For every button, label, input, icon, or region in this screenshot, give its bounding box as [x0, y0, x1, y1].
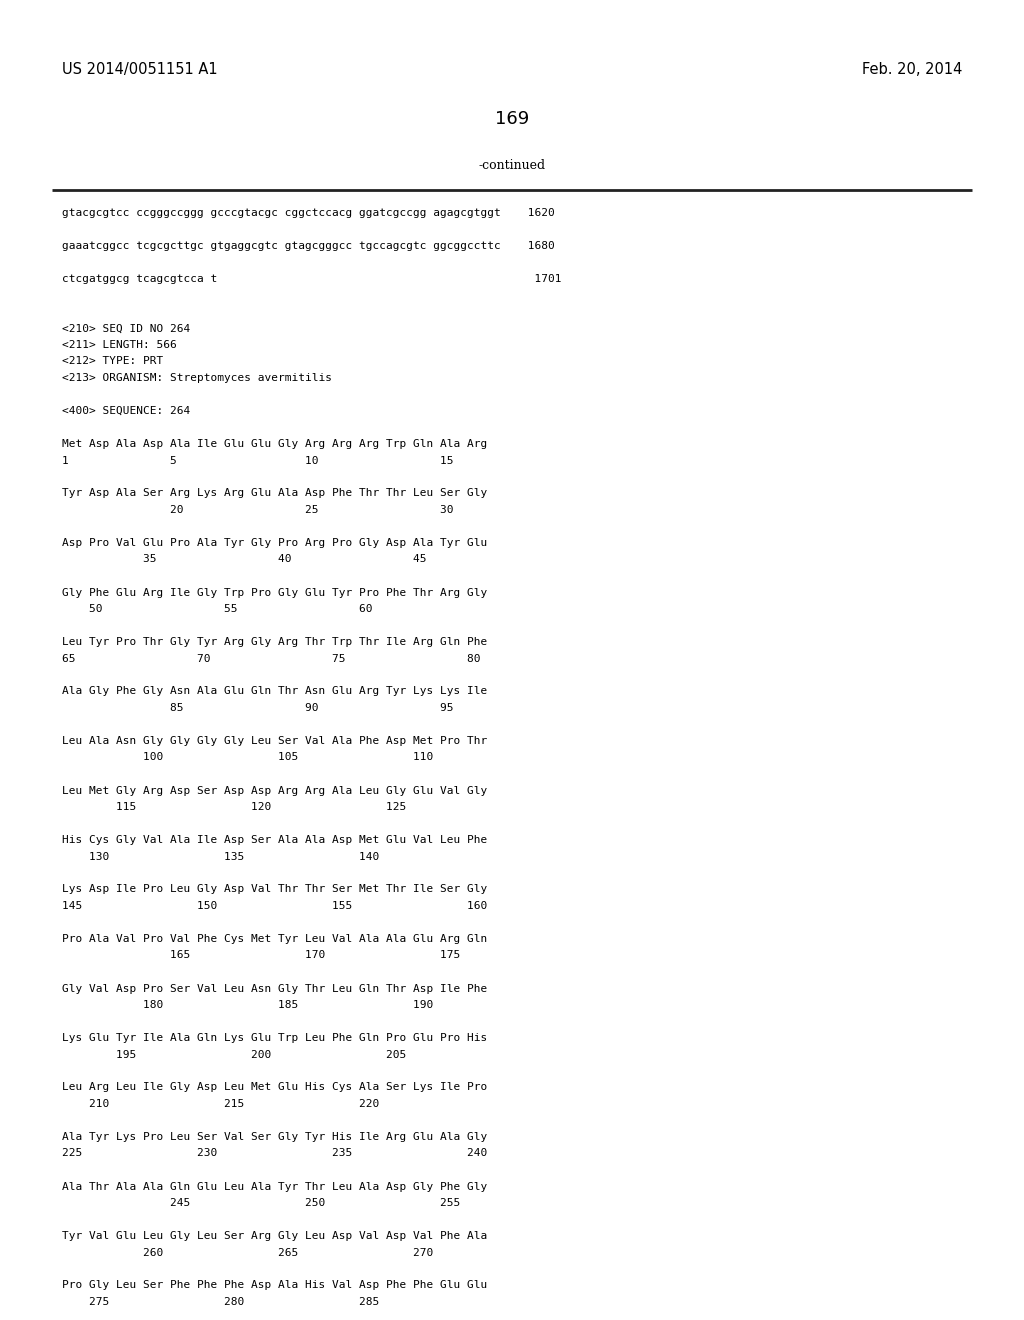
Text: 260                 265                 270: 260 265 270 [62, 1247, 433, 1258]
Text: 50                  55                  60: 50 55 60 [62, 605, 373, 614]
Text: Pro Gly Leu Ser Phe Phe Phe Asp Ala His Val Asp Phe Phe Glu Glu: Pro Gly Leu Ser Phe Phe Phe Asp Ala His … [62, 1280, 487, 1291]
Text: 65                  70                  75                  80: 65 70 75 80 [62, 653, 480, 664]
Text: Lys Glu Tyr Ile Ala Gln Lys Glu Trp Leu Phe Gln Pro Glu Pro His: Lys Glu Tyr Ile Ala Gln Lys Glu Trp Leu … [62, 1034, 487, 1043]
Text: gaaatcggcc tcgcgcttgc gtgaggcgtc gtagcgggcc tgccagcgtc ggcggccttc    1680: gaaatcggcc tcgcgcttgc gtgaggcgtc gtagcgg… [62, 242, 555, 251]
Text: Tyr Val Glu Leu Gly Leu Ser Arg Gly Leu Asp Val Asp Val Phe Ala: Tyr Val Glu Leu Gly Leu Ser Arg Gly Leu … [62, 1232, 487, 1241]
Text: Gly Phe Glu Arg Ile Gly Trp Pro Gly Glu Tyr Pro Phe Thr Arg Gly: Gly Phe Glu Arg Ile Gly Trp Pro Gly Glu … [62, 587, 487, 598]
Text: Ala Thr Ala Ala Gln Glu Leu Ala Tyr Thr Leu Ala Asp Gly Phe Gly: Ala Thr Ala Ala Gln Glu Leu Ala Tyr Thr … [62, 1181, 487, 1192]
Text: 245                 250                 255: 245 250 255 [62, 1199, 460, 1208]
Text: US 2014/0051151 A1: US 2014/0051151 A1 [62, 62, 218, 77]
Text: 180                 185                 190: 180 185 190 [62, 1001, 433, 1010]
Text: 275                 280                 285: 275 280 285 [62, 1298, 379, 1307]
Text: <400> SEQUENCE: 264: <400> SEQUENCE: 264 [62, 407, 190, 416]
Text: 145                 150                 155                 160: 145 150 155 160 [62, 902, 487, 911]
Text: Ala Tyr Lys Pro Leu Ser Val Ser Gly Tyr His Ile Arg Glu Ala Gly: Ala Tyr Lys Pro Leu Ser Val Ser Gly Tyr … [62, 1133, 487, 1142]
Text: Feb. 20, 2014: Feb. 20, 2014 [861, 62, 962, 77]
Text: Pro Ala Val Pro Val Phe Cys Met Tyr Leu Val Ala Ala Glu Arg Gln: Pro Ala Val Pro Val Phe Cys Met Tyr Leu … [62, 935, 487, 944]
Text: Ala Gly Phe Gly Asn Ala Glu Gln Thr Asn Glu Arg Tyr Lys Lys Ile: Ala Gly Phe Gly Asn Ala Glu Gln Thr Asn … [62, 686, 487, 697]
Text: 165                 170                 175: 165 170 175 [62, 950, 460, 961]
Text: Lys Asp Ile Pro Leu Gly Asp Val Thr Thr Ser Met Thr Ile Ser Gly: Lys Asp Ile Pro Leu Gly Asp Val Thr Thr … [62, 884, 487, 895]
Text: 20                  25                  30: 20 25 30 [62, 506, 454, 515]
Text: 115                 120                 125: 115 120 125 [62, 803, 407, 812]
Text: <212> TYPE: PRT: <212> TYPE: PRT [62, 356, 163, 367]
Text: gtacgcgtcc ccgggccggg gcccgtacgc cggctccacg ggatcgccgg agagcgtggt    1620: gtacgcgtcc ccgggccggg gcccgtacgc cggctcc… [62, 209, 555, 218]
Text: Tyr Asp Ala Ser Arg Lys Arg Glu Ala Asp Phe Thr Thr Leu Ser Gly: Tyr Asp Ala Ser Arg Lys Arg Glu Ala Asp … [62, 488, 487, 499]
Text: His Cys Gly Val Ala Ile Asp Ser Ala Ala Asp Met Glu Val Leu Phe: His Cys Gly Val Ala Ile Asp Ser Ala Ala … [62, 836, 487, 845]
Text: Gly Val Asp Pro Ser Val Leu Asn Gly Thr Leu Gln Thr Asp Ile Phe: Gly Val Asp Pro Ser Val Leu Asn Gly Thr … [62, 983, 487, 994]
Text: 35                  40                  45: 35 40 45 [62, 554, 427, 565]
Text: Leu Arg Leu Ile Gly Asp Leu Met Glu His Cys Ala Ser Lys Ile Pro: Leu Arg Leu Ile Gly Asp Leu Met Glu His … [62, 1082, 487, 1093]
Text: 100                 105                 110: 100 105 110 [62, 752, 433, 763]
Text: 225                 230                 235                 240: 225 230 235 240 [62, 1148, 487, 1159]
Text: 85                  90                  95: 85 90 95 [62, 704, 454, 713]
Text: Leu Met Gly Arg Asp Ser Asp Asp Arg Arg Ala Leu Gly Glu Val Gly: Leu Met Gly Arg Asp Ser Asp Asp Arg Arg … [62, 785, 487, 796]
Text: Met Asp Ala Asp Ala Ile Glu Glu Gly Arg Arg Arg Trp Gln Ala Arg: Met Asp Ala Asp Ala Ile Glu Glu Gly Arg … [62, 440, 487, 449]
Text: <211> LENGTH: 566: <211> LENGTH: 566 [62, 341, 177, 350]
Text: 210                 215                 220: 210 215 220 [62, 1100, 379, 1109]
Text: ctcgatggcg tcagcgtcca t                                               1701: ctcgatggcg tcagcgtcca t 1701 [62, 275, 561, 284]
Text: <210> SEQ ID NO 264: <210> SEQ ID NO 264 [62, 323, 190, 334]
Text: Asp Pro Val Glu Pro Ala Tyr Gly Pro Arg Pro Gly Asp Ala Tyr Glu: Asp Pro Val Glu Pro Ala Tyr Gly Pro Arg … [62, 539, 487, 548]
Text: 1               5                   10                  15: 1 5 10 15 [62, 455, 454, 466]
Text: -continued: -continued [478, 158, 546, 172]
Text: 169: 169 [495, 110, 529, 128]
Text: Leu Tyr Pro Thr Gly Tyr Arg Gly Arg Thr Trp Thr Ile Arg Gln Phe: Leu Tyr Pro Thr Gly Tyr Arg Gly Arg Thr … [62, 638, 487, 647]
Text: <213> ORGANISM: Streptomyces avermitilis: <213> ORGANISM: Streptomyces avermitilis [62, 374, 332, 383]
Text: Leu Ala Asn Gly Gly Gly Gly Leu Ser Val Ala Phe Asp Met Pro Thr: Leu Ala Asn Gly Gly Gly Gly Leu Ser Val … [62, 737, 487, 746]
Text: 195                 200                 205: 195 200 205 [62, 1049, 407, 1060]
Text: 130                 135                 140: 130 135 140 [62, 851, 379, 862]
